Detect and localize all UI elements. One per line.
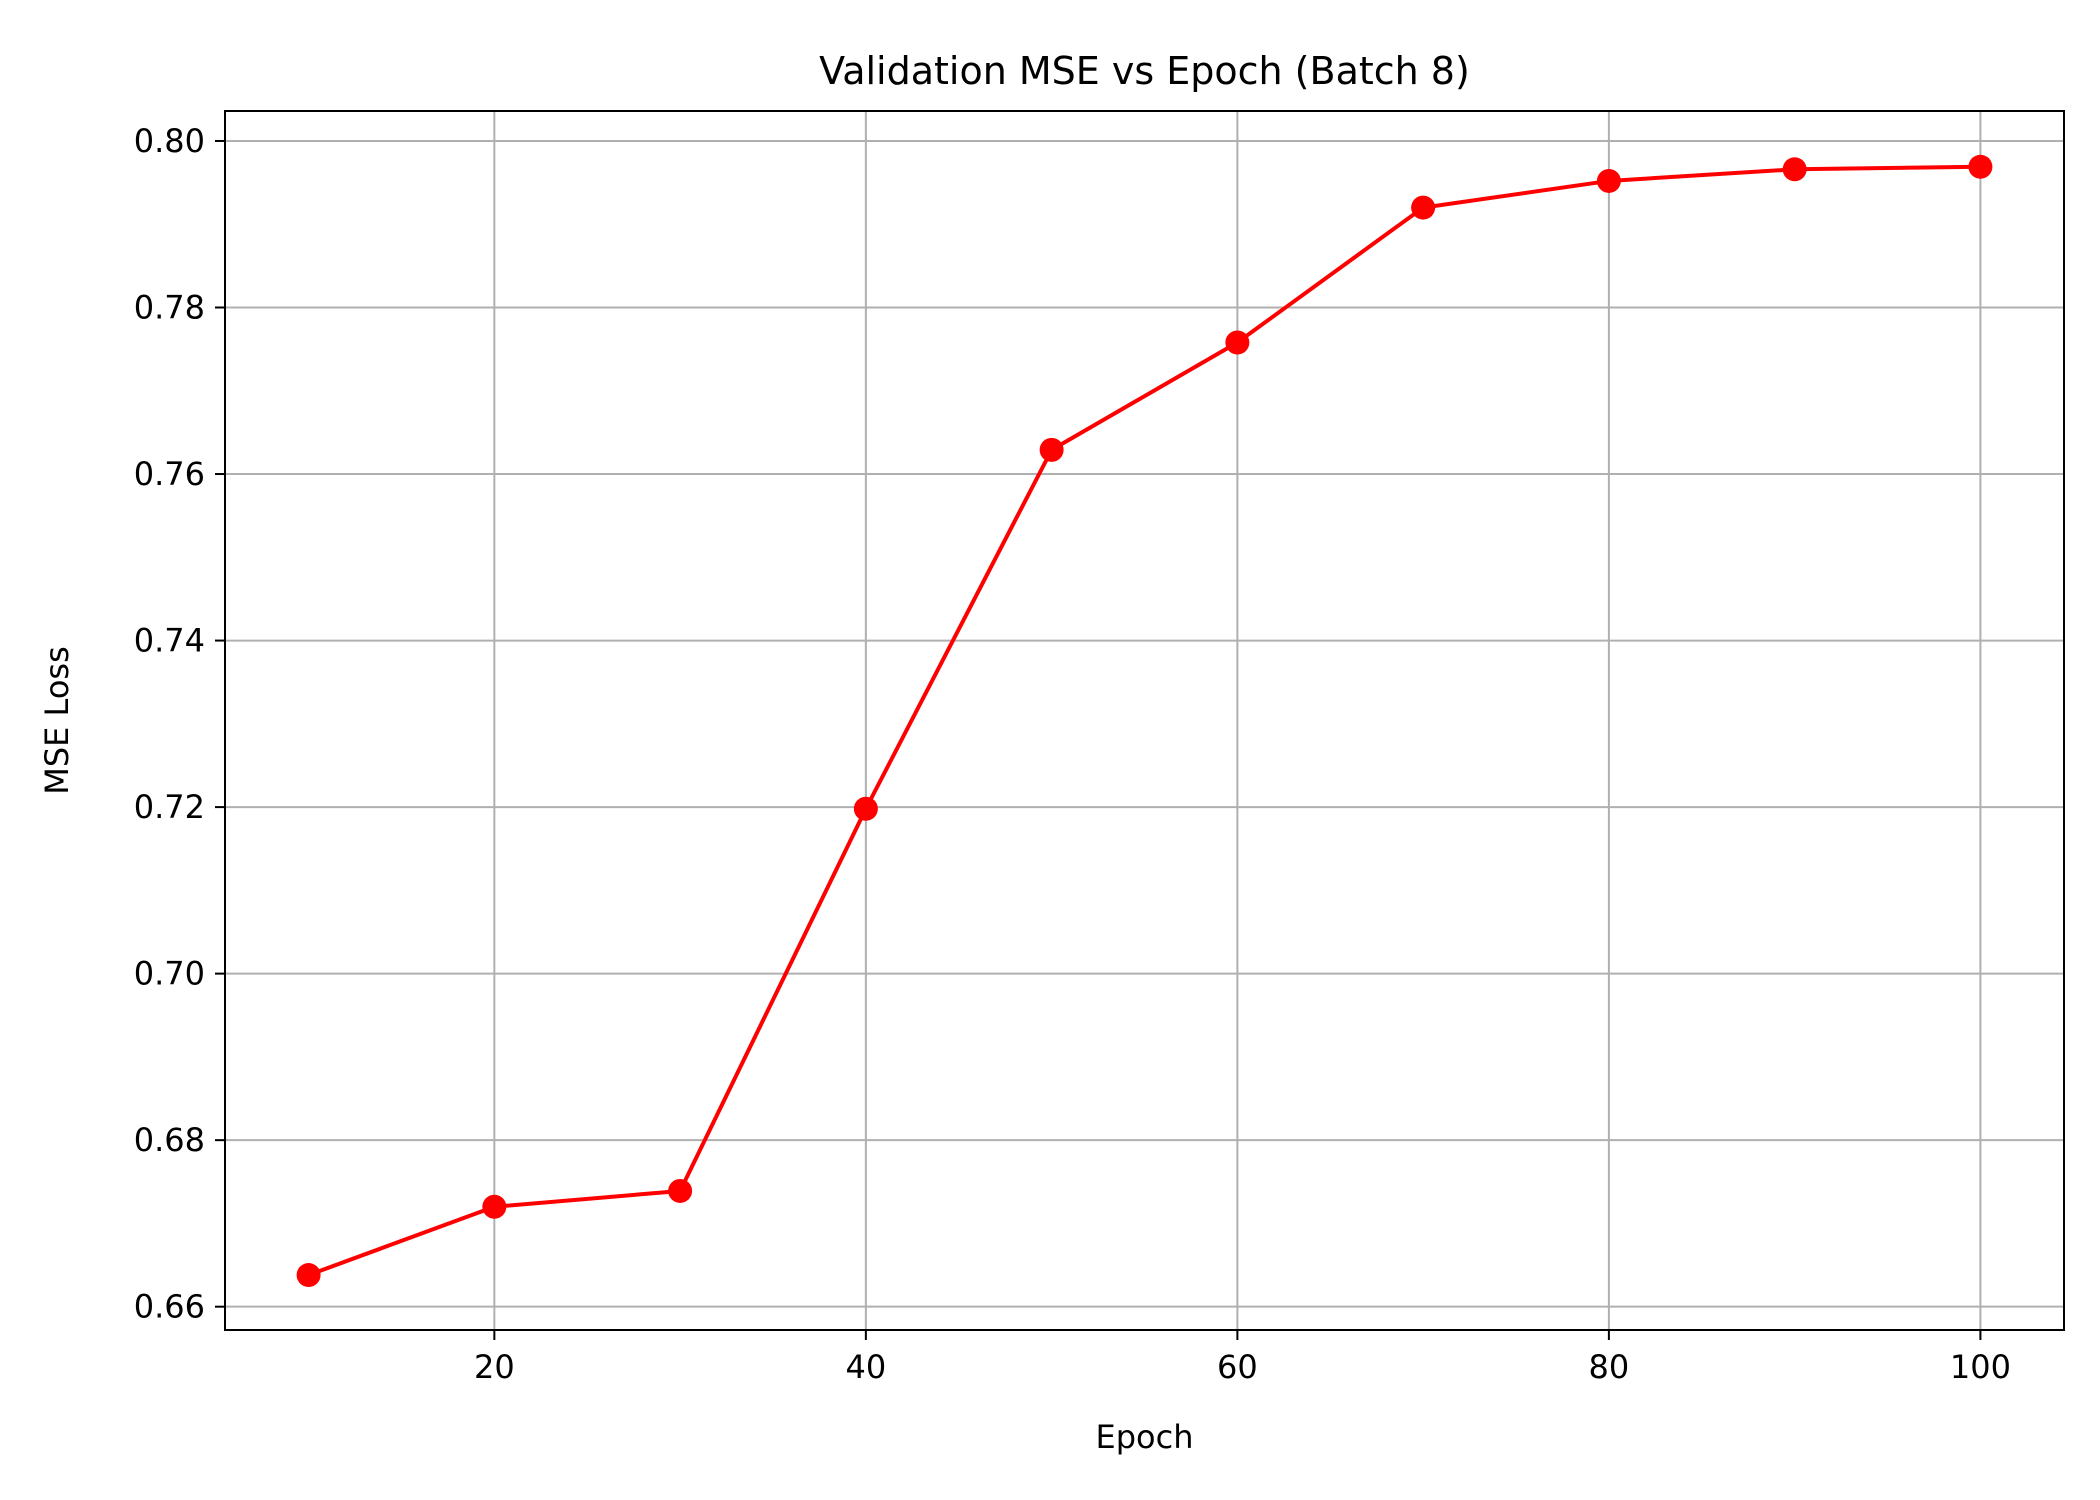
x-tick-label: 20 [474,1348,515,1386]
y-tick-label: 0.70 [134,955,205,993]
data-point [296,1263,321,1288]
data-point [1968,154,1993,179]
series-line-group [306,164,1983,1278]
data-point [1411,195,1436,220]
series-line [306,164,1983,1278]
series-markers-group [296,154,1993,1288]
x-tick-label: 40 [846,1348,887,1386]
data-point [668,1178,693,1203]
x-tick-label: 80 [1589,1348,1630,1386]
y-tick-label: 0.76 [134,455,205,493]
y-tick-label: 0.68 [134,1121,205,1159]
y-tick-label: 0.80 [134,122,205,160]
x-tick-label: 60 [1217,1348,1258,1386]
data-point [1039,437,1064,462]
y-tick-label: 0.66 [134,1288,205,1326]
x-axis-ticks: 20 40 60 80 100 [474,1330,2011,1386]
chart-title: Validation MSE vs Epoch (Batch 8) [819,49,1470,93]
data-point [482,1194,507,1219]
grid [225,111,2064,1330]
data-point [1225,330,1250,355]
y-tick-label: 0.72 [134,788,205,826]
plot-area-frame [224,110,2065,1331]
y-axis-title: MSE Loss [38,646,76,795]
data-point [853,796,878,821]
y-tick-label: 0.74 [134,622,205,660]
y-tick-label: 0.78 [134,289,205,327]
x-tick-label: 100 [1950,1348,2011,1386]
y-axis-ticks: 0.66 0.68 0.70 0.72 0.74 0.76 0.78 0.80 [134,122,225,1326]
data-point [1596,168,1621,193]
x-axis-title: Epoch [1096,1418,1194,1456]
data-point [1782,157,1807,182]
